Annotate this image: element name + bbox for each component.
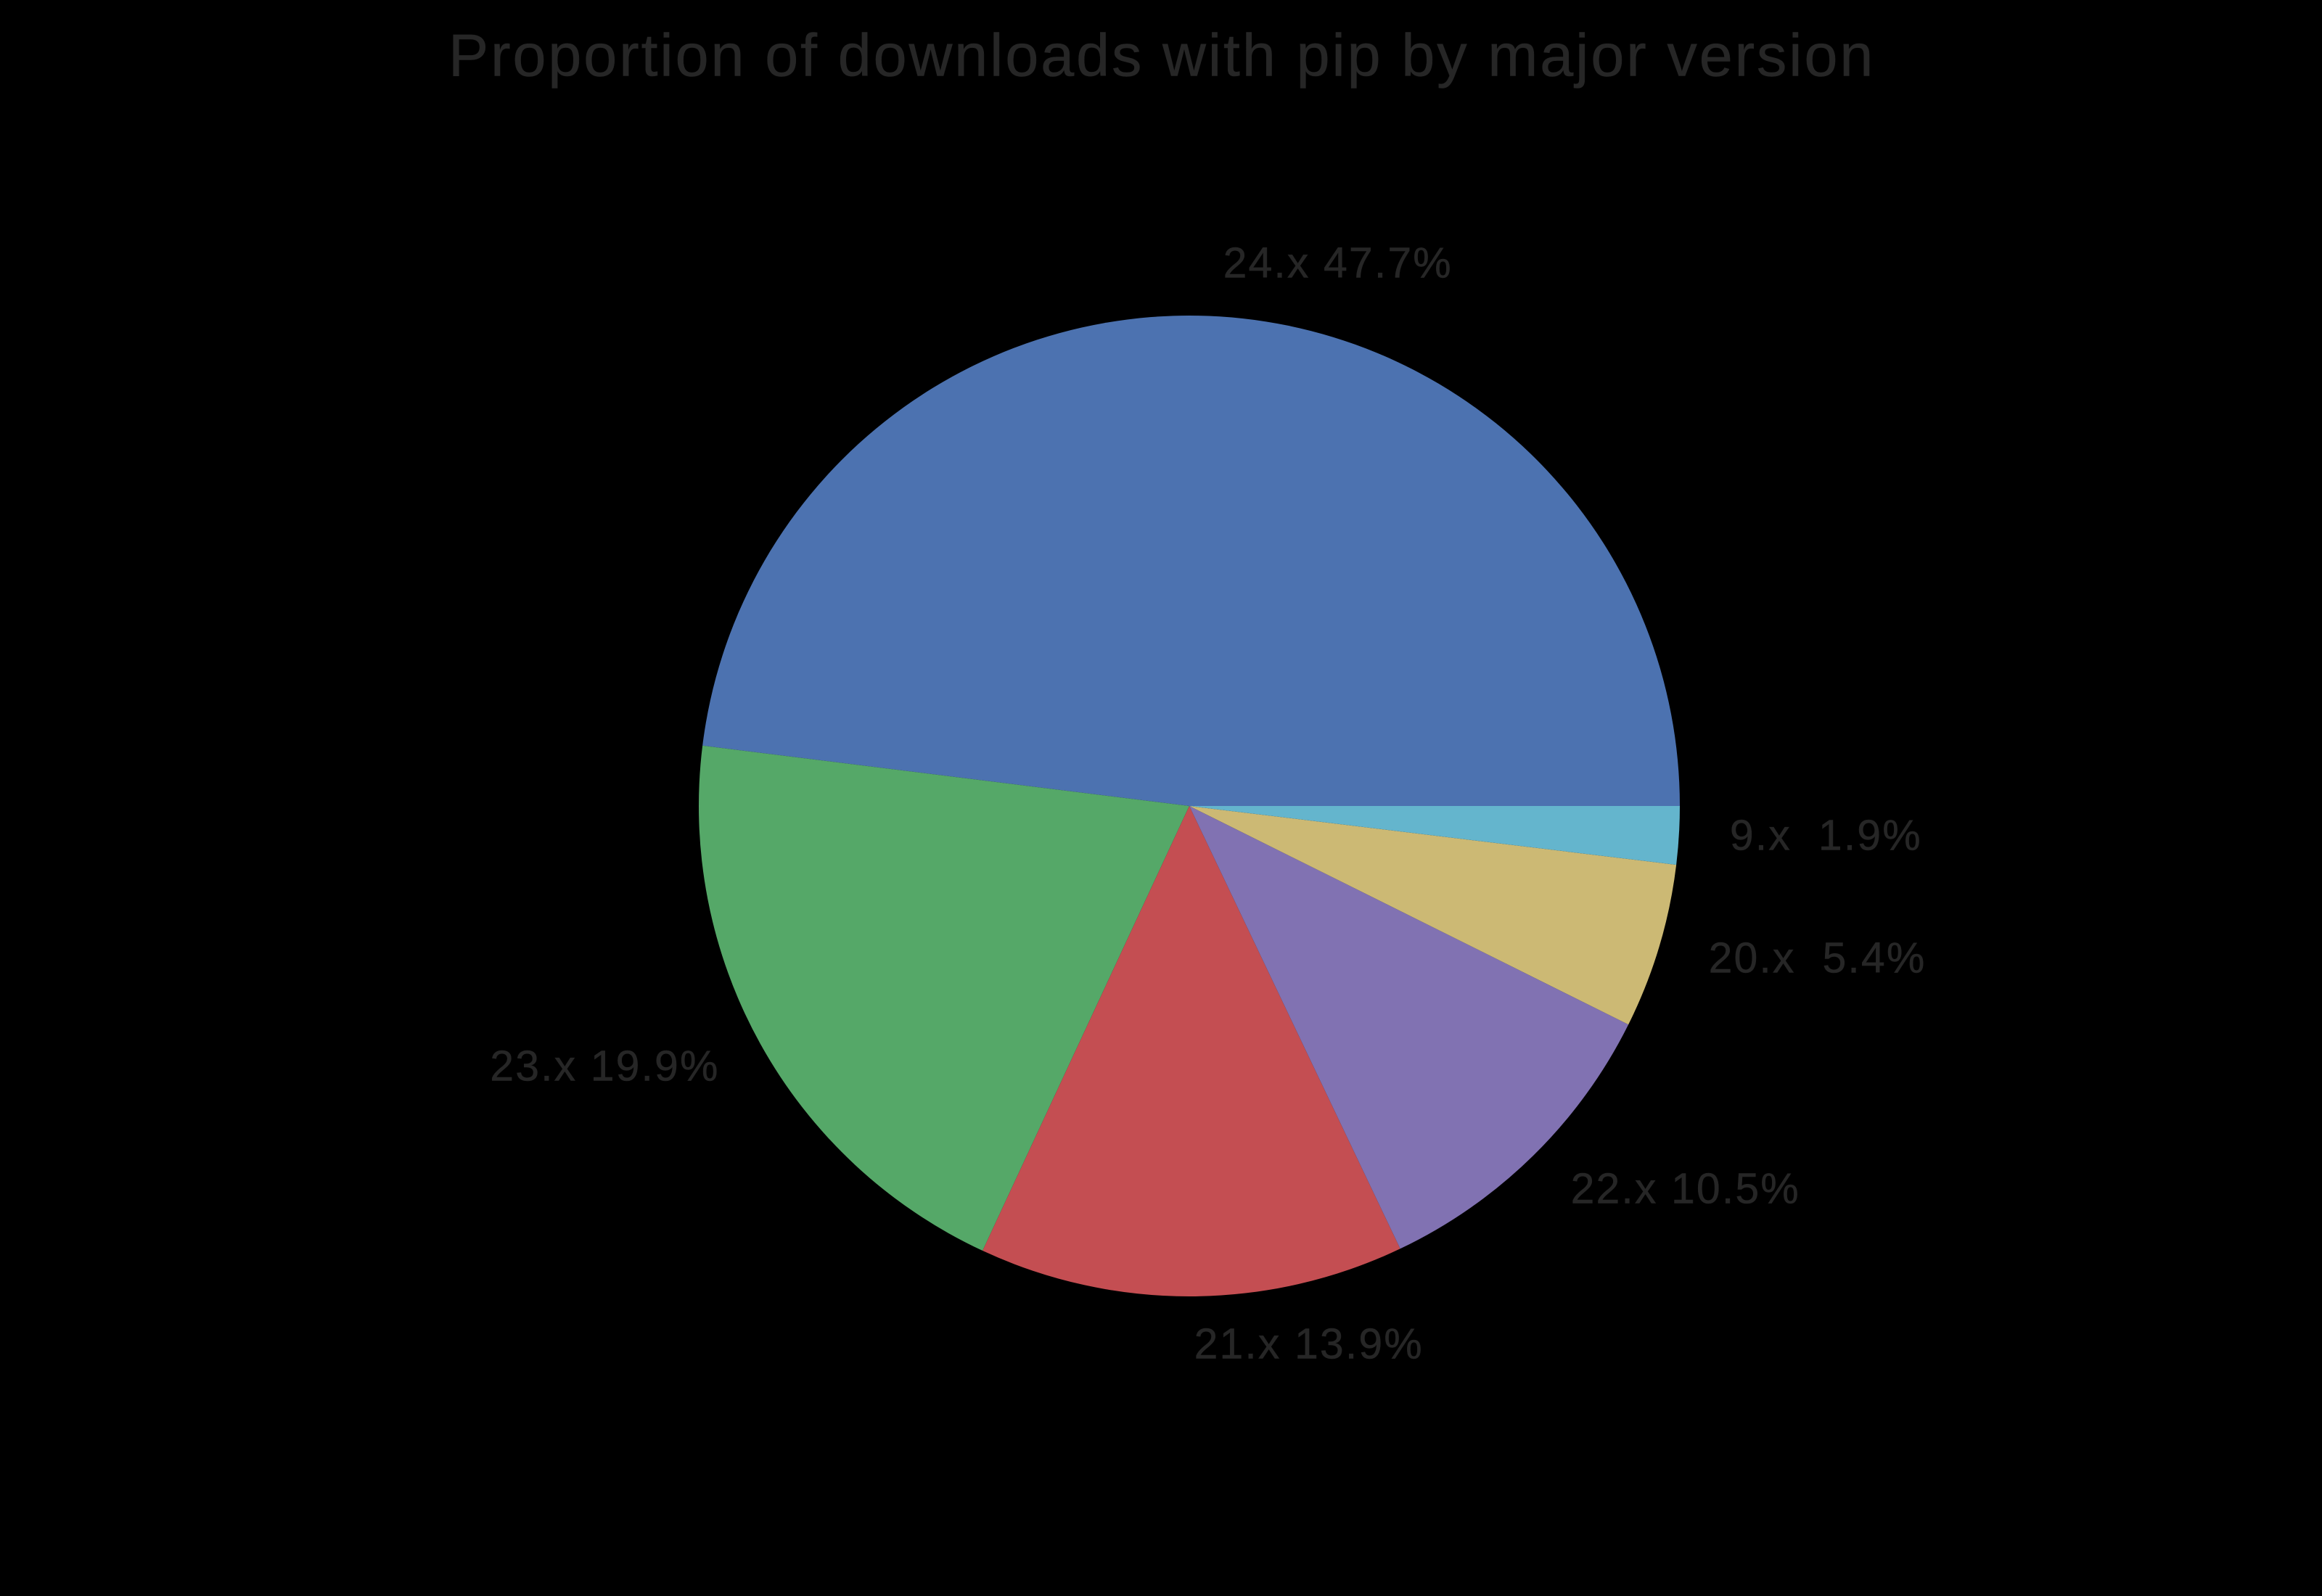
svg-text:9.x 1.9%: 9.x 1.9% xyxy=(1730,811,1922,859)
svg-text:24.x 47.7%: 24.x 47.7% xyxy=(1223,239,1453,287)
svg-text:23.x 19.9%: 23.x 19.9% xyxy=(490,1042,719,1090)
svg-text:21.x 13.9%: 21.x 13.9% xyxy=(1194,1320,1424,1368)
svg-text:22.x 10.5%: 22.x 10.5% xyxy=(1571,1165,1800,1213)
svg-text:Proportion of downloads with p: Proportion of downloads with pip by majo… xyxy=(448,21,1875,89)
svg-text:20.x 5.4%: 20.x 5.4% xyxy=(1709,934,1927,982)
